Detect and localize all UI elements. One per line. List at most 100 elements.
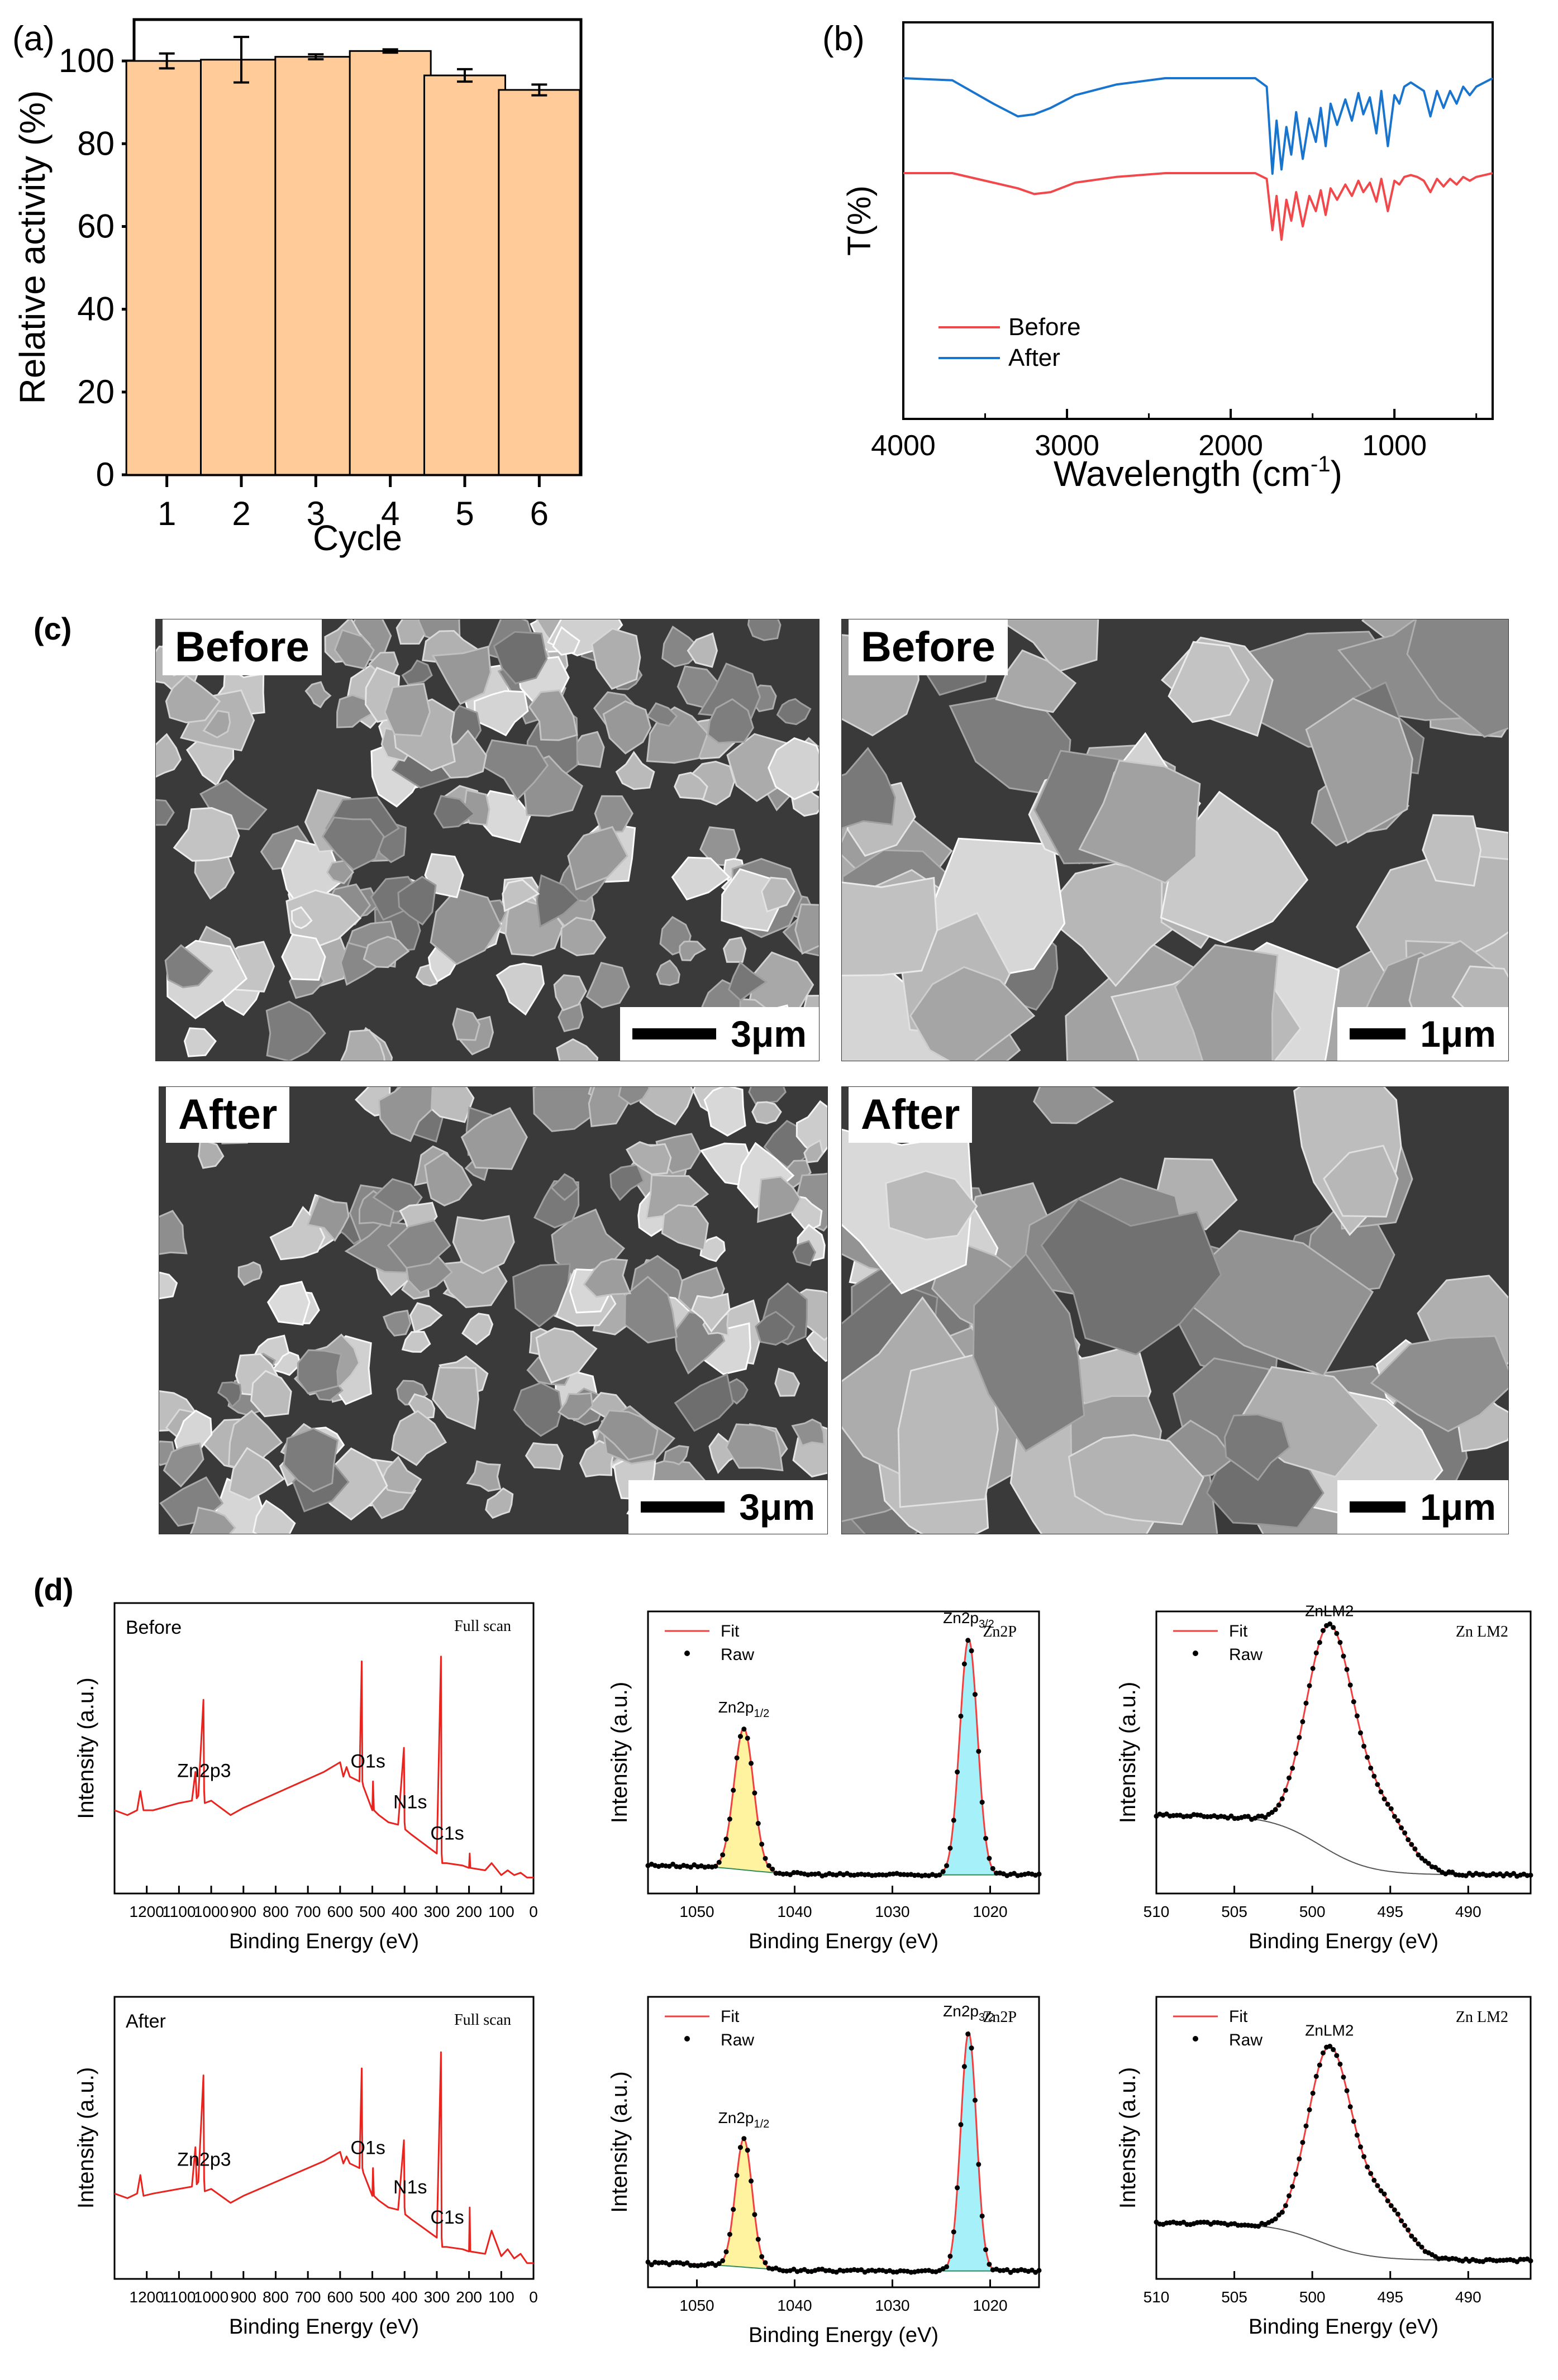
sem-particle <box>727 961 768 1001</box>
sem-image-before-low-mag: Before 3μm <box>155 619 820 1061</box>
sem-particle <box>1305 697 1413 844</box>
bar <box>423 74 506 476</box>
sem-particle <box>387 1219 451 1269</box>
fit-curve <box>1156 1624 1531 1876</box>
sem-image-before-high-mag: Before 1μm <box>841 619 1509 1061</box>
raw-data-point <box>1399 1825 1404 1830</box>
sem-particle <box>156 799 175 826</box>
raw-data-point <box>1385 2198 1390 2203</box>
sem-particle <box>553 974 587 1012</box>
sem-particle <box>583 1258 632 1298</box>
raw-data-point <box>887 1871 893 1877</box>
raw-data-point <box>1528 2258 1533 2264</box>
x-tick-label: 400 <box>392 2288 418 2306</box>
sem-particle <box>1370 1335 1508 1433</box>
raw-data-point <box>1341 2074 1346 2080</box>
raw-data-point <box>688 2263 693 2268</box>
raw-data-point <box>1334 2053 1340 2058</box>
raw-data-point <box>720 2258 726 2263</box>
sem-particle <box>760 876 795 913</box>
sem-particle <box>842 747 896 829</box>
legend-swatch-raw <box>1193 1651 1198 1656</box>
legend-label: Fit <box>721 1622 740 1640</box>
raw-data-point <box>1327 2044 1333 2049</box>
raw-data-point <box>983 2247 989 2253</box>
raw-data-point <box>1347 1682 1353 1688</box>
sem-particle <box>794 903 819 955</box>
sem-label: Before <box>849 619 1008 675</box>
y-axis-label: Intensity (a.u.) <box>607 1682 632 1823</box>
raw-data-point <box>1416 2241 1421 2247</box>
raw-data-point <box>951 2229 956 2235</box>
x-tick-label: 900 <box>230 1903 256 1920</box>
raw-data-point <box>1412 2237 1418 2243</box>
x-tick-label: 1040 <box>777 1903 812 1920</box>
spectrum-line <box>114 2051 533 2264</box>
sem-particle <box>558 1003 584 1032</box>
background-curve <box>1156 1815 1531 1876</box>
sem-particle <box>791 1418 825 1447</box>
raw-data-point <box>1331 2047 1336 2052</box>
sem-particle <box>721 868 780 932</box>
raw-data-point <box>1303 2123 1309 2129</box>
peak-label: Zn2p1/2 <box>718 1699 770 1720</box>
x-tick-label: 5 <box>455 495 474 532</box>
raw-data-point <box>1528 1872 1533 1878</box>
sem-particle <box>552 626 580 656</box>
x-tick-label: 4000 <box>871 430 936 462</box>
x-tick-label: 800 <box>263 2288 289 2306</box>
sem-particle <box>430 888 502 965</box>
raw-data-point <box>1402 2222 1408 2228</box>
raw-data-point <box>1293 2171 1299 2177</box>
raw-data-point <box>940 1869 946 1875</box>
sem-particle <box>452 1215 515 1275</box>
x-tick-label: 900 <box>230 2288 256 2306</box>
sem-particle <box>803 1139 824 1163</box>
x-tick-label: 495 <box>1377 2288 1403 2306</box>
raw-data-point <box>1388 1806 1394 1811</box>
x-tick-label: 800 <box>263 1903 289 1920</box>
x-tick-label: 1200 <box>130 2288 164 2306</box>
sem-particle <box>722 936 747 963</box>
x-tick-label: 1000 <box>1362 430 1427 462</box>
sem-particle <box>842 876 938 976</box>
raw-data-point <box>1385 1801 1390 1807</box>
raw-data-point <box>976 2162 982 2167</box>
x-axis-label: Binding Energy (eV) <box>229 1930 419 1953</box>
plot-subtitle: Full scan <box>454 1618 511 1635</box>
sem-particle <box>432 1366 479 1430</box>
plot-frame <box>113 1602 535 1895</box>
plot-frame <box>113 1996 535 2280</box>
sem-particle <box>725 1423 784 1472</box>
raw-data-point <box>1368 1765 1374 1771</box>
raw-data-point <box>1279 2210 1285 2215</box>
sem-particle <box>699 1236 726 1262</box>
sem-particle <box>557 1392 594 1420</box>
raw-data-point <box>1269 1810 1275 1815</box>
raw-data-point <box>734 1755 740 1761</box>
plot-title: Zn2P <box>983 1623 1017 1640</box>
raw-data-point <box>741 1726 747 1732</box>
x-tick-label: 1050 <box>679 1903 714 1920</box>
sem-particle <box>909 966 1036 1061</box>
sem-particle <box>401 659 433 685</box>
sem-particle <box>597 1409 659 1461</box>
sem-particle <box>556 1038 599 1061</box>
scale-bar-label: 1μm <box>1420 1486 1496 1528</box>
raw-data-point <box>1300 1719 1306 1724</box>
raw-data-point <box>1412 1846 1418 1852</box>
raw-data-point <box>1245 1814 1251 1819</box>
sem-particle <box>594 795 634 833</box>
sem-particle <box>1422 814 1482 887</box>
sem-particle <box>461 1313 494 1346</box>
series-line-before <box>903 172 1493 241</box>
peak-annotation: Zn2p3 <box>177 1761 231 1782</box>
raw-data-point <box>876 1872 882 1877</box>
raw-data-point <box>947 2253 953 2259</box>
raw-data-point <box>741 2136 747 2141</box>
sem-particle <box>602 700 652 755</box>
sem-particle <box>384 683 431 737</box>
raw-data-point <box>763 2260 768 2265</box>
raw-data-point <box>1399 2218 1404 2224</box>
